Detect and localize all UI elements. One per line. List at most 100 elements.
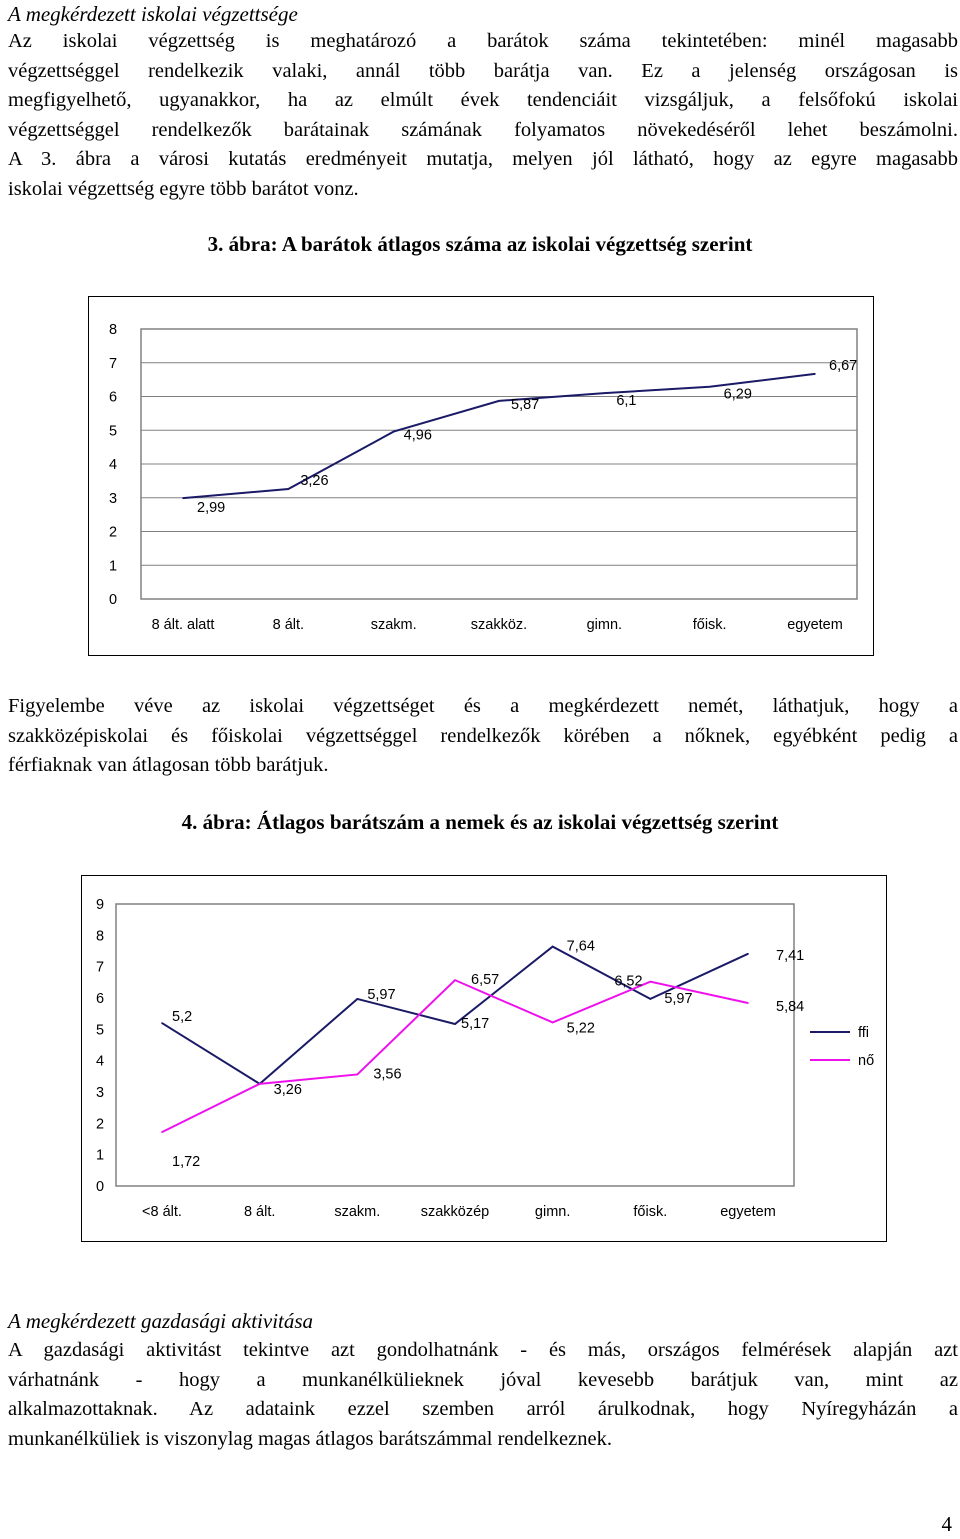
x-tick-label: egyetem (787, 617, 843, 633)
text-line: A gazdasági aktivitást tekintve azt gond… (8, 1339, 958, 1361)
data-label: 5,87 (511, 397, 539, 413)
text-line: Figyelembe véve az iskolai végzettséget … (8, 695, 958, 717)
text-line: végzettséggel rendelkezők barátainak szá… (8, 118, 958, 141)
data-point (649, 980, 652, 983)
figure-3-svg: 0 1 2 3 4 5 6 7 8 8 ált. alatt 8 ált. szakm. szakköz… (109, 322, 858, 633)
x-tick-label: gimn. (535, 1204, 570, 1220)
x-tick-label: szakm. (334, 1204, 380, 1220)
y-tick-label: 1 (109, 558, 117, 574)
data-point (498, 400, 500, 402)
x-tick-label: gimn. (587, 617, 622, 633)
data-point (161, 1022, 163, 1024)
data-point (708, 385, 711, 388)
data-label: 4,96 (404, 428, 432, 444)
data-label: 6,29 (724, 387, 752, 403)
text-line: szakközépiskolai és főiskolai végzettség… (8, 724, 958, 747)
data-point (551, 1021, 554, 1024)
legend-label: ffi (858, 1025, 869, 1041)
data-point (747, 1002, 749, 1004)
data-point (603, 392, 606, 394)
y-tick-label: 2 (96, 1116, 104, 1132)
y-tick-label: 3 (96, 1085, 104, 1101)
y-tick-label: 6 (96, 991, 104, 1007)
text-line: alkalmazottaknak. Az adataink ezzel szem… (8, 1398, 958, 1420)
data-label: 6,1 (616, 393, 636, 409)
data-point (392, 430, 395, 433)
x-tick-label: 8 ált. (273, 617, 304, 633)
figure-4-chart: 0 1 2 3 4 5 6 7 8 9 <8 ált. 8 ált. szakm. szakközép gi… (81, 875, 887, 1242)
data-label: 5,17 (461, 1016, 489, 1032)
data-point (258, 1083, 261, 1085)
text-line: várhatnánk - hogy a munkanélkülieknek jó… (8, 1368, 958, 1391)
data-label: 1,72 (172, 1154, 200, 1170)
data-point (287, 488, 290, 490)
x-tick-label: főisk. (633, 1204, 667, 1220)
plot-area (115, 903, 795, 1187)
data-point (747, 953, 749, 955)
data-label: 6,57 (471, 972, 499, 988)
figure-4-title: 4. ábra: Átlagos barátszám a nemek és az… (181, 810, 779, 834)
data-point (649, 998, 652, 1000)
paragraph-gender: Figyelembe véve az iskolai végzettséget … (8, 692, 958, 781)
data-label: 3,26 (300, 473, 328, 489)
text-line: A 3. ábra a városi kutatás eredményeit m… (8, 148, 958, 170)
paragraph-economic: A gazdasági aktivitást tekintve azt gond… (8, 1336, 958, 1454)
y-tick-label: 7 (96, 960, 104, 976)
data-point (161, 1131, 163, 1133)
section-heading-education: A megkérdezett iskolai végzettsége (8, 2, 298, 26)
text-line: férfiaknak van átlagosan több barátjuk. (8, 754, 329, 776)
y-tick-label: 9 (96, 897, 104, 913)
x-tick-label: 8 ált. (244, 1204, 275, 1220)
y-tick-label: 1 (96, 1148, 104, 1164)
section-heading-economic: A megkérdezett gazdasági aktivitása (8, 1309, 314, 1333)
data-label: 6,52 (614, 974, 642, 990)
text-line: Az iskolai végzettség is meghatározó a b… (8, 30, 958, 52)
y-tick-label: 4 (96, 1054, 104, 1070)
text-line: megfigyelhető, ugyanakkor, ha az elmúlt … (8, 89, 958, 111)
data-label: 5,2 (172, 1009, 192, 1025)
data-label: 2,99 (197, 500, 225, 516)
y-tick-label: 8 (109, 322, 117, 338)
data-point (551, 945, 554, 948)
y-tick-label: 5 (96, 1022, 104, 1038)
y-tick-label: 4 (109, 457, 117, 473)
paragraph-education: Az iskolai végzettség is meghatározó a b… (8, 27, 958, 204)
data-point (356, 998, 359, 1000)
x-tick-label: egyetem (720, 1204, 776, 1220)
figure-3-chart: 0 1 2 3 4 5 6 7 8 8 ált. alatt 8 ált. szakm. szakköz… (88, 296, 874, 656)
y-tick-label: 0 (109, 592, 117, 608)
y-tick-label: 6 (109, 390, 117, 406)
data-label: 5,97 (664, 991, 692, 1007)
data-label: 5,97 (367, 987, 395, 1003)
text-line: iskolai végzettség egyre több barátot vo… (8, 177, 359, 200)
page-number: 4 (941, 1512, 953, 1536)
x-tick-label: szakköz. (471, 617, 527, 633)
data-point (454, 1023, 456, 1025)
y-tick-label: 5 (109, 423, 117, 439)
figure-3-title: 3. ábra: A barátok átlagos száma az isko… (207, 232, 753, 256)
text-line: végzettséggel rendelkezik valaki, annál … (8, 59, 958, 82)
data-point (356, 1073, 359, 1076)
data-label: 3,26 (274, 1082, 302, 1098)
y-tick-label: 8 (96, 928, 104, 944)
data-point (182, 497, 184, 499)
figure-4-svg: 0 1 2 3 4 5 6 7 8 9 <8 ált. 8 ált. szakm. szakközép gi… (96, 897, 874, 1220)
data-label: 5,84 (776, 999, 804, 1015)
data-label: 5,22 (567, 1020, 595, 1036)
x-tick-label: főisk. (693, 617, 727, 633)
legend-label: nő (858, 1053, 874, 1069)
data-label: 6,67 (829, 358, 857, 374)
data-point (454, 979, 456, 981)
x-tick-label: szakm. (371, 617, 417, 633)
x-tick-label: <8 ált. (142, 1204, 182, 1220)
data-label: 3,56 (373, 1066, 401, 1082)
y-tick-label: 2 (109, 525, 117, 541)
x-tick-label: 8 ált. alatt (152, 617, 215, 633)
y-tick-label: 0 (96, 1179, 104, 1195)
data-label: 7,41 (776, 948, 804, 964)
y-tick-label: 7 (109, 356, 117, 372)
x-tick-label: szakközép (421, 1204, 490, 1220)
data-label: 7,64 (567, 939, 595, 955)
data-point (814, 373, 816, 375)
y-tick-label: 3 (109, 491, 117, 507)
